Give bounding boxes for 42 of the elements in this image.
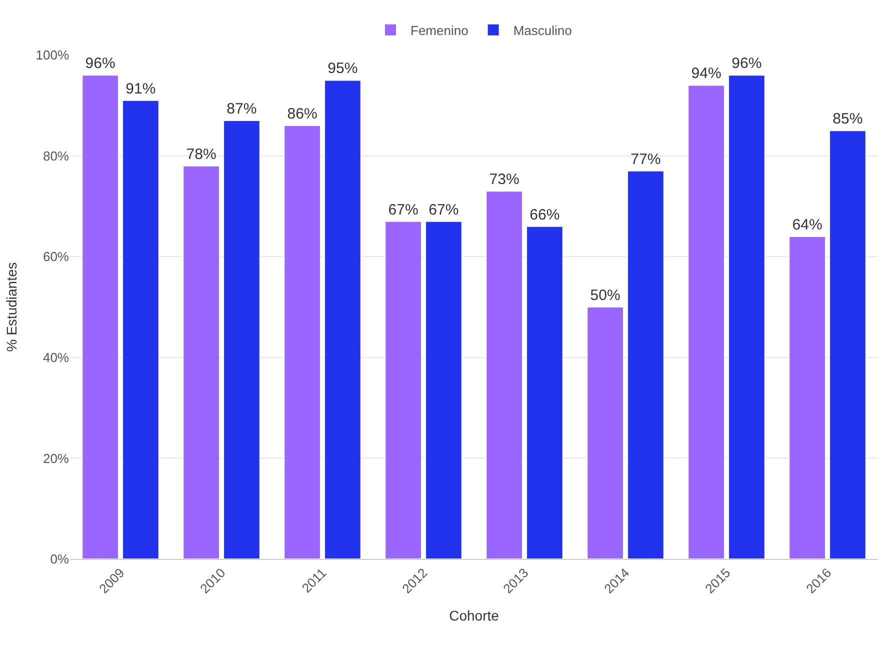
y-tick-label: 0% — [50, 552, 70, 567]
data-label: 86% — [287, 106, 318, 123]
bar — [526, 226, 564, 559]
y-tick-label: 40% — [42, 350, 70, 365]
data-label: 95% — [328, 60, 358, 78]
bar — [425, 220, 462, 559]
bar — [324, 80, 362, 559]
y-tick-label: 100% — [36, 48, 70, 63]
data-label: 87% — [226, 100, 257, 118]
data-label: 50% — [590, 287, 620, 304]
bar — [122, 100, 160, 559]
y-axis-title: % Estudiantes — [3, 262, 20, 352]
bar — [728, 74, 766, 559]
bar — [284, 125, 321, 559]
legend-label: Femenino — [410, 22, 468, 38]
data-label: 78% — [186, 146, 216, 163]
data-label: 64% — [792, 216, 822, 234]
y-tick-label: 20% — [42, 450, 70, 466]
data-label: 96% — [732, 55, 762, 72]
bar — [586, 306, 624, 559]
bar — [688, 84, 725, 559]
bar — [788, 236, 826, 559]
legend-label: Masculino — [513, 22, 572, 38]
x-axis-title: Cohorte — [449, 608, 500, 624]
bar — [486, 190, 523, 559]
data-label: 94% — [691, 65, 722, 82]
y-tick-label: 80% — [42, 148, 70, 164]
data-label: 91% — [126, 80, 156, 98]
data-label: 67% — [388, 201, 418, 218]
data-label: 73% — [489, 171, 520, 188]
bar — [829, 130, 866, 559]
data-label: 96% — [85, 55, 116, 72]
bar — [384, 220, 422, 559]
data-label: 77% — [630, 150, 661, 168]
y-tick-label: 60% — [42, 249, 70, 264]
bar — [627, 170, 664, 559]
data-label: 67% — [428, 201, 459, 218]
bar — [82, 74, 119, 559]
bar — [223, 120, 260, 559]
data-label: 85% — [832, 110, 863, 128]
data-label: 66% — [530, 206, 560, 224]
bar — [182, 165, 220, 559]
